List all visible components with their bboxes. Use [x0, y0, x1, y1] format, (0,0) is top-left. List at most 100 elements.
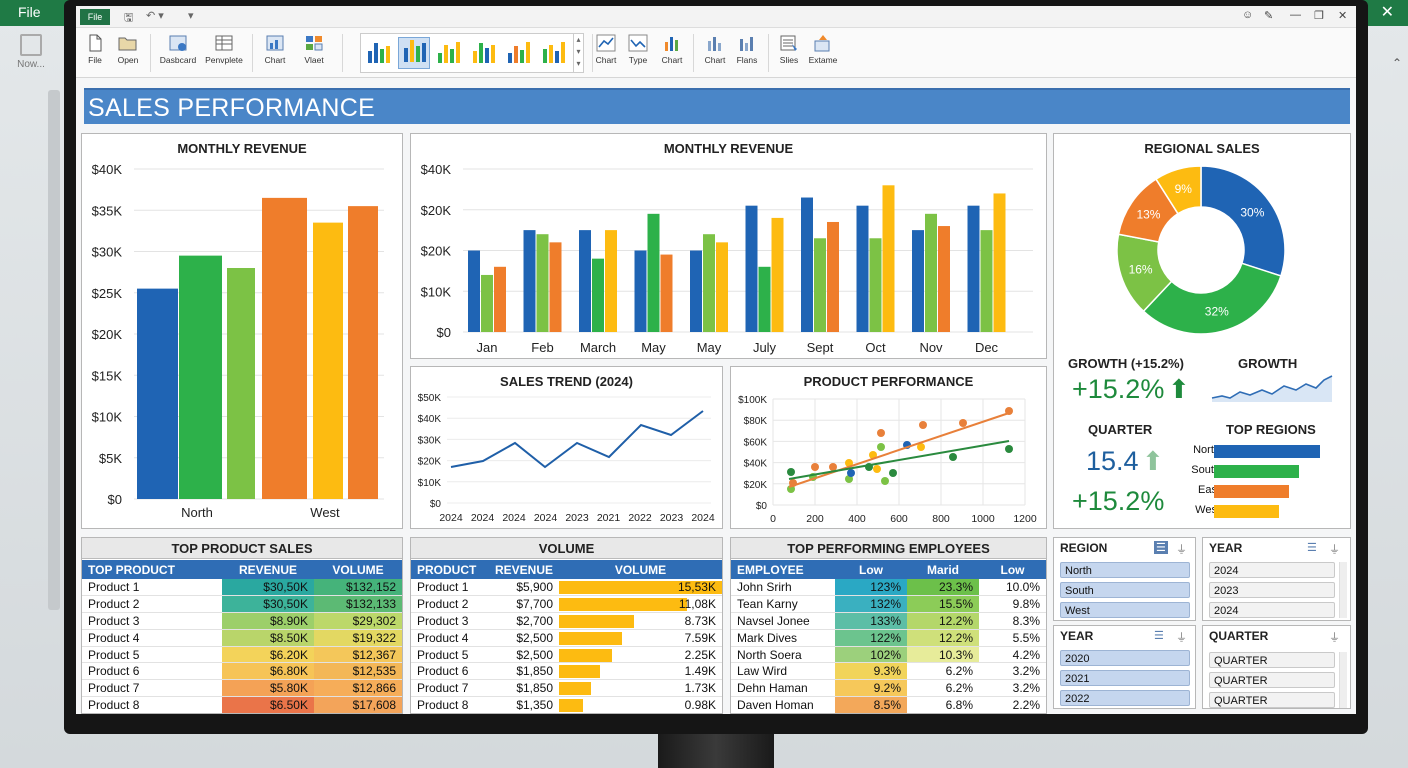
gallery-scroll[interactable]: ▴ ▾ ▾	[573, 34, 583, 72]
table-row[interactable]: Product 1 $30,50K $132,152	[82, 579, 402, 597]
table-row[interactable]: Product 7 $1,850 1.73K	[411, 679, 722, 698]
save-icon[interactable]: 🖫	[124, 12, 134, 24]
ribbon-view-button[interactable]: Vlaet	[298, 34, 330, 65]
volume-bar	[559, 615, 634, 629]
slicer-scrollbar[interactable]	[1339, 562, 1347, 618]
slicer-item-2024b[interactable]: 2024	[1209, 602, 1335, 618]
table-row[interactable]: Product 5 $6.20K $12,367	[82, 646, 402, 664]
column-header[interactable]: VOLUME	[559, 560, 722, 579]
feedback-icon[interactable]: ☺	[1242, 9, 1254, 21]
document-icon	[20, 34, 42, 56]
x-axis-label-north: North	[181, 505, 213, 520]
employee-name-cell: Dehn Haman	[731, 679, 835, 698]
clear-filter-icon[interactable]: ⏚	[1176, 632, 1187, 644]
slicer-item-2024[interactable]: 2024	[1209, 562, 1335, 578]
column-header[interactable]: REVENUE	[222, 560, 314, 579]
slicer-item-2021[interactable]: 2021	[1060, 670, 1190, 686]
column-header[interactable]: TOP PRODUCT	[82, 560, 222, 579]
table-row[interactable]: Product 2 $30,50K $132,133	[82, 595, 402, 614]
table-row[interactable]: Product 2 $7,700 11,08K	[411, 595, 722, 614]
chart-style-6[interactable]	[538, 37, 570, 69]
table-row[interactable]: Product 8 $1,350 0.98K	[411, 696, 722, 713]
background-now-button[interactable]: Now...	[8, 34, 54, 70]
multi-select-icon[interactable]: ☰	[1154, 541, 1168, 554]
undo-icon[interactable]: ↶ ▾	[146, 10, 164, 22]
multi-select-icon[interactable]: ☰	[1154, 630, 1164, 642]
close-icon[interactable]: ✕	[1338, 10, 1348, 22]
background-close-icon[interactable]: ✕	[1380, 4, 1394, 21]
metric-cell: 9.8%	[979, 595, 1046, 614]
pen-icon[interactable]: ✎	[1264, 10, 1274, 22]
table-row[interactable]: Product 4 $2,500 7.59K	[411, 629, 722, 647]
table-row[interactable]: Product 5 $2,500 2.25K	[411, 646, 722, 664]
chart-style-5[interactable]	[503, 37, 535, 69]
table-row[interactable]: Product 1 $5,900 15,53K	[411, 579, 722, 597]
background-scrollbar[interactable]	[48, 90, 60, 610]
restore-icon[interactable]: ❐	[1314, 10, 1324, 22]
ribbon-line-chart-button[interactable]: Chart	[594, 34, 618, 65]
collapse-ribbon-icon[interactable]: ⌃	[1391, 56, 1402, 70]
slicer-scrollbar[interactable]	[1339, 652, 1347, 708]
column-header[interactable]: Marid	[907, 560, 979, 579]
ribbon-dashboard-button[interactable]: Dasbcard	[158, 34, 198, 65]
metric-cell: 23.3%	[907, 579, 979, 597]
chart-style-gallery[interactable]: ▴ ▾ ▾	[360, 33, 584, 73]
chart-style-1[interactable]	[363, 37, 395, 69]
clear-filter-icon[interactable]: ⏚	[1329, 544, 1340, 556]
ribbon-extract-button[interactable]: Extame	[806, 34, 840, 65]
quick-access-toolbar: File 🖫 ↶ ▾ ▾ ☺ ✎ — ❐ ✕	[76, 6, 1356, 28]
slicer-item-2020[interactable]: 2020	[1060, 650, 1190, 666]
table-row[interactable]: Navsel Jonee 133% 12.2% 8.3%	[731, 612, 1046, 630]
column-header[interactable]: Low	[979, 560, 1046, 579]
column-header[interactable]: PRODUCT	[411, 560, 489, 579]
slicer-item-south[interactable]: South	[1060, 582, 1190, 598]
table-row[interactable]: Law Wird 9.3% 6.2% 3.2%	[731, 662, 1046, 681]
slicer-item-2023[interactable]: 2023	[1209, 582, 1335, 598]
ribbon-chart2-button[interactable]: Chart	[702, 34, 728, 65]
ribbon-template-button[interactable]: Penvplete	[202, 34, 246, 65]
slicer-item-quarter-3[interactable]: QUARTER	[1209, 692, 1335, 708]
multi-select-icon[interactable]: ☰	[1307, 542, 1317, 554]
table-row[interactable]: Product 8 $6.50K $17,608	[82, 696, 402, 713]
column-header[interactable]: VOLUME	[314, 560, 402, 579]
table-row[interactable]: Daven Homan 8.5% 6.8% 2.2%	[731, 696, 1046, 713]
ribbon-chart-button[interactable]: Chart	[260, 34, 290, 65]
table-row[interactable]: Mark Dives 122% 12.2% 5.5%	[731, 629, 1046, 647]
ribbon-slicer-button[interactable]: Slies	[776, 34, 802, 65]
column-header[interactable]: REVENUE	[489, 560, 560, 579]
clear-filter-icon[interactable]: ⏚	[1329, 632, 1340, 644]
column-header[interactable]: Low	[835, 560, 907, 579]
chart-style-3[interactable]	[433, 37, 465, 69]
file-tab[interactable]: File	[80, 9, 110, 25]
chart-style-4[interactable]	[468, 37, 500, 69]
ribbon-file-button[interactable]: File	[84, 34, 106, 65]
table-row[interactable]: Product 4 $8.50K $19,322	[82, 629, 402, 647]
clear-filter-icon[interactable]: ⏚	[1176, 544, 1187, 556]
slicer-item-west[interactable]: West	[1060, 602, 1190, 618]
slicer-item-quarter-2[interactable]: QUARTER	[1209, 672, 1335, 688]
table-row[interactable]: Product 6 $1,850 1.49K	[411, 662, 722, 681]
slicer-item-quarter-1[interactable]: QUARTER	[1209, 652, 1335, 668]
slicer-item-2022[interactable]: 2022	[1060, 690, 1190, 706]
table-row[interactable]: Product 6 $6.80K $12,535	[82, 662, 402, 681]
ribbon-bar-chart-button[interactable]: Chart	[659, 34, 685, 65]
y-tick-label: $80K	[744, 416, 768, 427]
table-row[interactable]: John Srirh 123% 23.3% 10.0%	[731, 579, 1046, 597]
minimize-icon[interactable]: —	[1290, 9, 1301, 21]
customize-qat-icon[interactable]: ▾	[188, 10, 194, 22]
table-row[interactable]: Product 7 $5.80K $12,866	[82, 679, 402, 698]
table-row[interactable]: Product 3 $8.90K $29,302	[82, 612, 402, 630]
background-file-menu[interactable]: File	[18, 4, 41, 20]
table-row[interactable]: Tean Karny 132% 15.5% 9.8%	[731, 595, 1046, 614]
ribbon-flans-button[interactable]: Flans	[734, 34, 760, 65]
ribbon-type-button[interactable]: Type	[626, 34, 650, 65]
metric-cell: 6.8%	[907, 696, 979, 713]
slicer-item-north[interactable]: North	[1060, 562, 1190, 578]
column-header[interactable]: EMPLOYEE	[731, 560, 835, 579]
table-row[interactable]: North Soera 102% 10.3% 4.2%	[731, 646, 1046, 664]
ribbon-open-button[interactable]: Open	[116, 34, 140, 65]
table-row[interactable]: Product 3 $2,700 8.73K	[411, 612, 722, 630]
table-row[interactable]: Dehn Haman 9.2% 6.2% 3.2%	[731, 679, 1046, 698]
volume-value: 8.73K	[684, 613, 716, 628]
chart-style-2[interactable]	[398, 37, 430, 69]
